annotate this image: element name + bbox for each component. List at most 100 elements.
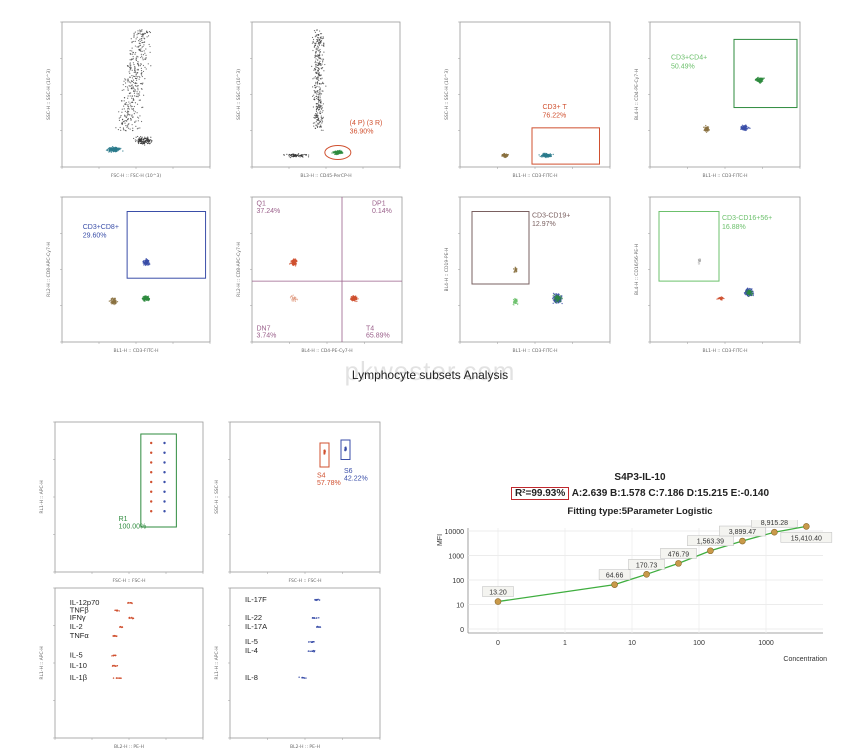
event-dot	[144, 58, 146, 60]
event-dot	[321, 67, 324, 69]
y-tick-label: 10000	[445, 529, 465, 536]
facs-panel-p1: FSC-H :: FSC-H (10^3) SSC-H :: SSC-H (10^…	[46, 21, 211, 179]
event-dot	[323, 45, 325, 47]
event-dot	[543, 153, 545, 156]
event-dot	[538, 154, 540, 156]
event-dot	[316, 126, 319, 129]
event-dot	[136, 77, 138, 80]
event-dot	[699, 259, 702, 261]
y-axis-label: MFI	[437, 534, 444, 546]
event-dot	[319, 57, 321, 59]
x-axis-label: BL1-H :: CD3-FITC-H	[512, 348, 557, 354]
event-dot	[314, 127, 316, 129]
event-dot	[318, 101, 320, 103]
event-dot	[136, 72, 139, 74]
event-dot	[322, 129, 324, 131]
event-dot	[290, 156, 292, 159]
y-axis-label: BL4-H :: CD4-PE-Cy7-H	[634, 69, 640, 120]
event-dot	[133, 75, 136, 78]
event-dot	[318, 34, 320, 36]
event-dot	[131, 58, 133, 60]
gate-pct: 16.88%	[722, 224, 746, 231]
y-axis-label: SSC-H :: SSC-H (10^3)	[236, 69, 242, 120]
std-curve-title: S4P3-IL-10	[614, 472, 666, 483]
event-dot	[352, 298, 355, 301]
event-dot	[136, 46, 138, 48]
event-dot	[140, 67, 142, 70]
event-dot	[295, 154, 297, 156]
gate-name: CD3+CD4+	[671, 55, 707, 62]
event-dot	[130, 67, 132, 69]
event-dot	[139, 32, 141, 34]
event-dot	[124, 78, 126, 80]
event-dot	[138, 91, 141, 93]
event-dot	[749, 294, 752, 296]
event-dot	[135, 125, 137, 127]
event-dot	[316, 113, 318, 115]
y-axis-label: RL1-H :: APC-H	[214, 646, 220, 679]
event-dot	[320, 124, 322, 126]
event-dot	[698, 263, 701, 265]
event-dot	[132, 51, 134, 54]
event-dot	[141, 35, 143, 38]
event-dot	[514, 271, 516, 274]
event-dot	[506, 154, 508, 157]
event-dot	[139, 65, 141, 67]
gate-name: CD3-CD19+	[532, 212, 570, 219]
event-dot	[128, 108, 130, 110]
event-dot	[118, 148, 120, 150]
event-dot	[555, 294, 558, 296]
event-dot	[315, 71, 317, 73]
event-dot	[746, 290, 748, 292]
bead-dot	[120, 677, 122, 679]
event-dot	[316, 107, 319, 109]
event-dot	[127, 107, 130, 109]
event-dot	[129, 62, 131, 64]
event-dot	[322, 103, 324, 105]
event-dot	[319, 87, 321, 89]
event-dot	[718, 298, 720, 300]
event-dot	[141, 34, 143, 36]
event-dot	[110, 302, 112, 304]
event-dot	[318, 107, 320, 109]
event-dot	[124, 110, 126, 112]
data-point	[643, 571, 650, 578]
event-dot	[133, 34, 135, 36]
event-dot	[549, 154, 551, 157]
event-dot	[129, 50, 131, 52]
event-dot	[292, 294, 294, 296]
event-dot	[706, 127, 709, 129]
event-dot	[317, 93, 319, 95]
event-dot	[336, 152, 339, 155]
event-dot	[138, 45, 140, 47]
event-dot	[341, 151, 343, 153]
event-dot	[111, 297, 113, 300]
y-tick-label: 0	[460, 627, 464, 634]
event-dot	[131, 105, 133, 108]
event-dot	[317, 79, 319, 81]
event-dot	[322, 110, 324, 112]
bead-dot	[312, 641, 314, 643]
event-dot	[141, 72, 143, 74]
event-dot	[317, 117, 320, 119]
event-dot	[145, 297, 148, 299]
event-dot	[127, 65, 130, 67]
gate-pct: 12.97%	[532, 221, 556, 228]
event-dot	[137, 94, 139, 96]
event-dot	[147, 35, 150, 37]
event-dot	[147, 31, 149, 34]
event-dot	[504, 154, 506, 156]
quadrant-pct: 3.74%	[257, 333, 277, 340]
event-dot	[319, 93, 321, 95]
event-dot	[118, 117, 120, 119]
event-dot	[312, 106, 314, 108]
event-dot	[129, 59, 131, 61]
data-label: 170.73	[636, 562, 658, 569]
event-dot	[317, 70, 319, 73]
gate-pct: 57.78%	[317, 480, 341, 487]
gate-name: CD3+CD8+	[83, 224, 119, 231]
event-dot	[129, 68, 132, 70]
plot-frame	[251, 21, 401, 168]
event-dot	[316, 34, 318, 36]
event-dot	[317, 76, 319, 78]
